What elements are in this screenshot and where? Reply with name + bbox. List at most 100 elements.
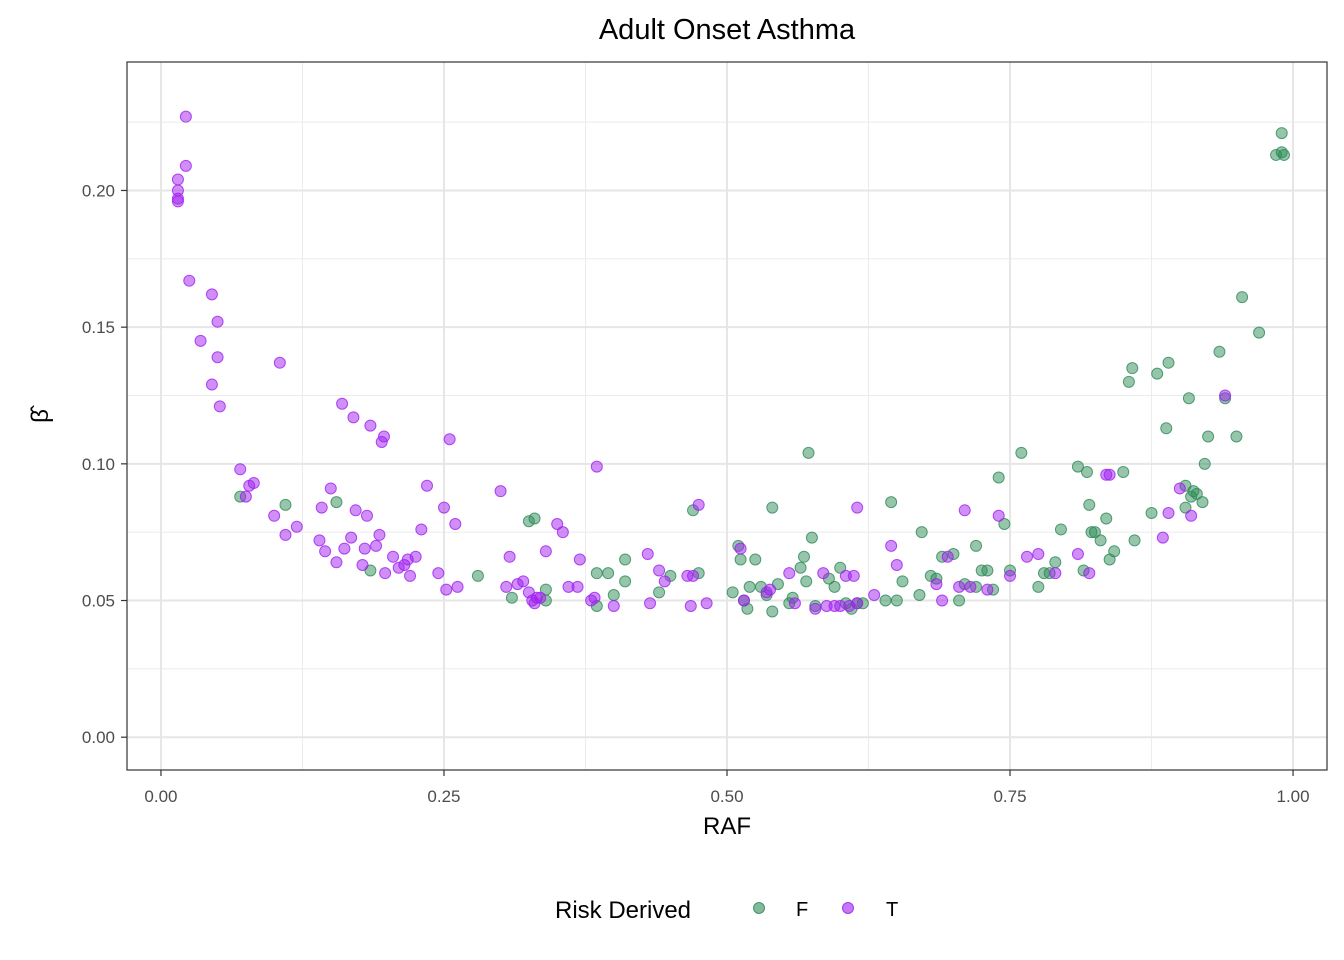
data-point-f xyxy=(1182,392,1195,405)
data-point-f xyxy=(1162,356,1175,369)
data-point-f xyxy=(1277,148,1290,161)
data-point-f xyxy=(1145,507,1158,520)
data-point-f xyxy=(828,580,841,593)
data-point-t xyxy=(247,476,260,489)
data-point-f xyxy=(1202,430,1215,443)
data-point-f xyxy=(896,575,909,588)
data-point-f xyxy=(1230,430,1243,443)
data-point-t xyxy=(817,567,830,580)
data-point-t xyxy=(1021,550,1033,563)
data-point-f xyxy=(890,594,903,607)
data-point-t xyxy=(953,580,966,593)
x-tick-label: 0.75 xyxy=(993,787,1026,806)
data-point-f xyxy=(800,575,813,588)
data-point-t xyxy=(268,509,281,522)
legend-key-f xyxy=(753,902,765,914)
data-point-f xyxy=(279,498,292,511)
data-point-t xyxy=(379,567,392,580)
data-point-f xyxy=(1236,291,1249,304)
data-point-t xyxy=(409,550,422,563)
data-point-t xyxy=(404,569,417,582)
data-point-t xyxy=(1173,482,1186,495)
x-tick-label: 0.00 xyxy=(144,787,177,806)
data-point-f xyxy=(1049,556,1062,569)
data-point-f xyxy=(1100,512,1113,525)
data-point-t xyxy=(494,485,507,498)
data-point-f xyxy=(619,575,632,588)
data-point-t xyxy=(205,378,218,391)
data-point-f xyxy=(471,569,484,582)
x-tick-label: 0.50 xyxy=(710,787,743,806)
data-point-t xyxy=(347,411,360,424)
data-point-t xyxy=(273,356,286,369)
data-point-f xyxy=(879,594,892,607)
data-point-t xyxy=(503,550,516,563)
y-tick-label: 0.15 xyxy=(82,318,115,337)
data-point-t xyxy=(239,490,252,503)
data-point-t xyxy=(373,528,386,541)
data-point-t xyxy=(421,479,433,492)
data-point-t xyxy=(194,334,207,347)
data-point-t xyxy=(349,504,362,517)
data-point-t xyxy=(361,509,373,522)
data-point-t xyxy=(930,578,943,591)
data-point-t xyxy=(764,583,777,596)
data-point-f xyxy=(1275,127,1288,140)
data-point-t xyxy=(868,589,881,602)
data-point-t xyxy=(213,400,226,413)
data-point-t xyxy=(644,597,657,610)
data-point-t xyxy=(437,501,450,514)
data-point-t xyxy=(936,594,949,607)
data-point-t xyxy=(588,591,601,604)
data-point-t xyxy=(358,542,371,555)
data-point-t xyxy=(1071,548,1084,561)
data-point-t xyxy=(179,159,192,172)
data-points xyxy=(171,110,1290,618)
data-point-t xyxy=(338,542,351,555)
data-point-t xyxy=(1162,507,1175,520)
data-point-f xyxy=(1032,580,1045,593)
data-point-f xyxy=(794,561,807,574)
data-point-t xyxy=(377,430,390,443)
data-point-f xyxy=(915,526,928,539)
data-point-t xyxy=(653,564,666,577)
data-point-f xyxy=(834,561,847,574)
data-point-t xyxy=(1032,548,1045,561)
data-point-t xyxy=(539,545,552,558)
data-point-t xyxy=(700,597,713,610)
data-point-f xyxy=(1071,460,1084,473)
data-point-f xyxy=(619,553,632,566)
data-point-f xyxy=(802,446,815,459)
data-point-f xyxy=(743,580,756,593)
data-point-t xyxy=(234,463,247,476)
data-point-t xyxy=(432,567,445,580)
data-point-f xyxy=(1117,466,1130,479)
x-axis-title: RAF xyxy=(703,813,751,840)
data-point-t xyxy=(590,460,603,473)
data-point-t xyxy=(451,580,464,593)
axes: 0.00 0.25 0.50 0.75 1.00 0.00 0.05 0.10 0.15 0.20 xyxy=(82,181,1310,806)
y-tick-label: 0.00 xyxy=(82,728,115,747)
data-point-f xyxy=(1094,534,1107,547)
data-point-f xyxy=(766,501,779,514)
data-point-f xyxy=(797,550,810,563)
data-point-t xyxy=(992,509,1005,522)
legend-label-t: T xyxy=(886,899,898,921)
data-point-f xyxy=(1198,457,1211,470)
data-point-t xyxy=(847,569,860,582)
data-point-t xyxy=(279,528,292,541)
data-point-t xyxy=(290,520,303,533)
data-point-t xyxy=(783,567,796,580)
data-point-t xyxy=(387,550,400,563)
data-point-t xyxy=(313,534,326,547)
legend-label-f: F xyxy=(796,899,808,921)
data-point-f xyxy=(1196,496,1209,509)
data-point-t xyxy=(1083,567,1096,580)
data-point-t xyxy=(851,597,864,610)
data-point-t xyxy=(809,602,822,615)
data-point-t xyxy=(171,195,184,208)
data-point-t xyxy=(534,591,547,604)
data-point-t xyxy=(1156,531,1169,544)
data-point-f xyxy=(528,512,541,525)
